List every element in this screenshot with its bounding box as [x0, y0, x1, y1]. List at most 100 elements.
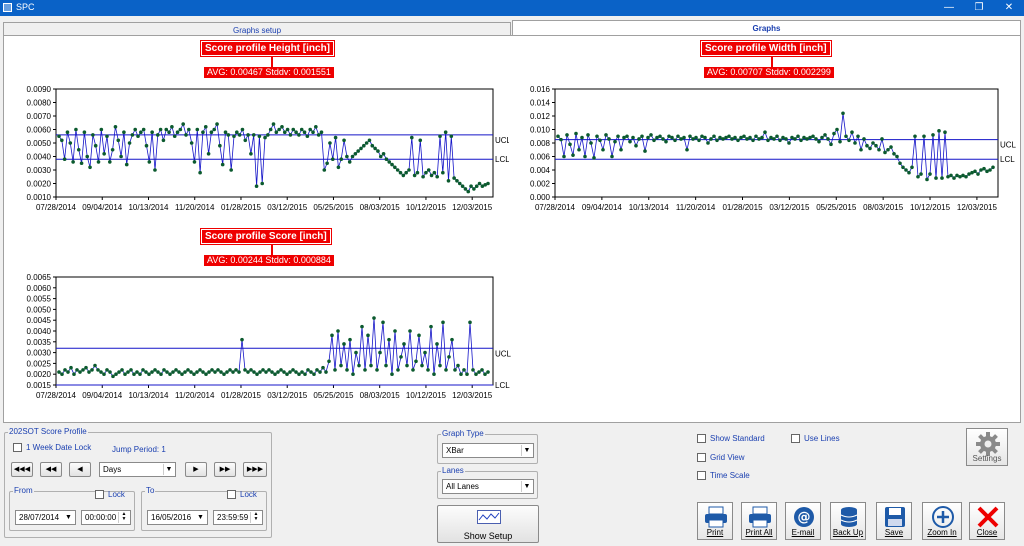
- zoom-in-button[interactable]: Zoom In: [922, 502, 962, 540]
- use-lines-checkbox[interactable]: Use Lines: [791, 434, 840, 444]
- checkbox-icon[interactable]: [697, 434, 706, 444]
- grid-view-checkbox[interactable]: Grid View: [697, 453, 745, 463]
- data-point: [363, 368, 367, 372]
- email-button[interactable]: @ E-mail: [785, 502, 821, 540]
- data-point: [124, 162, 129, 167]
- data-point: [273, 372, 277, 376]
- data-point: [724, 135, 728, 140]
- period-select[interactable]: Days ▼: [99, 462, 176, 477]
- data-point: [483, 183, 487, 187]
- show-standard-checkbox[interactable]: Show Standard: [697, 434, 765, 444]
- print-all-button[interactable]: Print All: [741, 502, 777, 540]
- x-tick-label: 07/28/2014: [36, 391, 77, 400]
- show-setup-button[interactable]: Show Setup: [437, 505, 539, 543]
- y-tick-label: 0.0040: [27, 153, 52, 162]
- x-tick-label: 09/04/2014: [82, 203, 123, 212]
- to-date-field[interactable]: 16/05/2016 ▼: [147, 510, 208, 525]
- data-point: [186, 368, 190, 372]
- data-point: [219, 370, 223, 374]
- data-point: [760, 135, 764, 140]
- data-point: [187, 127, 191, 132]
- checkbox-icon[interactable]: [697, 453, 706, 463]
- data-point: [907, 170, 911, 175]
- data-point: [201, 370, 205, 374]
- data-point: [991, 165, 995, 170]
- data-point: [280, 125, 284, 129]
- from-lock-checkbox[interactable]: Lock: [95, 490, 125, 500]
- restore-button[interactable]: ❐: [974, 2, 984, 13]
- graph-type-select[interactable]: XBar ▼: [442, 443, 534, 458]
- spinner-icon[interactable]: ▲ ▼: [118, 512, 129, 523]
- data-point: [364, 141, 369, 145]
- print-button[interactable]: Print: [697, 502, 733, 540]
- first-button[interactable]: ◀◀◀: [11, 462, 33, 477]
- data-point: [982, 166, 986, 171]
- data-point: [568, 142, 572, 147]
- checkbox-icon[interactable]: [13, 443, 22, 453]
- backup-button[interactable]: Back Up: [830, 502, 866, 540]
- checkbox-icon[interactable]: [697, 471, 706, 481]
- to-time-value: 23:59:59: [217, 513, 249, 522]
- data-point: [72, 372, 76, 376]
- data-point: [817, 139, 821, 144]
- close-window-button[interactable]: ✕: [1004, 2, 1014, 13]
- from-date-field[interactable]: 28/07/2014 ▼: [15, 510, 76, 525]
- data-point: [628, 139, 632, 144]
- data-point: [459, 372, 463, 376]
- minimize-button[interactable]: —: [944, 2, 954, 13]
- printer-icon: [749, 506, 771, 528]
- data-point: [703, 135, 707, 140]
- data-point: [486, 370, 490, 374]
- checkbox-icon[interactable]: [95, 490, 104, 500]
- data-point: [133, 127, 138, 132]
- email-label: E-mail: [791, 528, 815, 537]
- data-point: [351, 372, 355, 376]
- next-page-button[interactable]: ▶▶: [214, 462, 236, 477]
- data-point: [336, 165, 341, 170]
- data-point: [294, 130, 298, 134]
- tab-graphs[interactable]: Graphs: [512, 20, 1021, 36]
- show-standard-label: Show Standard: [710, 434, 765, 443]
- last-button[interactable]: ▶▶▶: [243, 462, 267, 477]
- data-point: [453, 368, 457, 372]
- data-point: [384, 363, 388, 368]
- from-time-field[interactable]: 00:00:00 ▲ ▼: [81, 510, 131, 525]
- time-scale-checkbox[interactable]: Time Scale: [697, 471, 750, 481]
- tab-strip: Graphs setup Graphs: [3, 20, 1021, 36]
- next-button[interactable]: ▶: [185, 462, 207, 477]
- data-point: [730, 137, 734, 141]
- to-lock-checkbox[interactable]: Lock: [227, 490, 257, 500]
- data-point: [556, 134, 560, 139]
- data-point: [655, 135, 659, 140]
- data-point: [634, 143, 638, 148]
- prev-page-button[interactable]: ◀◀: [40, 462, 62, 477]
- week-lock-checkbox[interactable]: 1 Week Date Lock: [13, 443, 91, 453]
- data-point: [93, 363, 97, 368]
- tab-graphs-setup[interactable]: Graphs setup: [3, 22, 511, 36]
- checkbox-icon[interactable]: [227, 490, 236, 500]
- data-point: [82, 130, 87, 134]
- save-button[interactable]: Save: [876, 502, 912, 540]
- x-tick-label: 05/25/2015: [313, 391, 354, 400]
- data-point: [79, 161, 84, 166]
- data-point: [964, 174, 968, 179]
- to-time-field[interactable]: 23:59:59 ▲ ▼: [213, 510, 263, 525]
- lanes-select[interactable]: All Lanes ▼: [442, 479, 534, 494]
- close-button[interactable]: Close: [969, 502, 1005, 540]
- y-tick-label: 0.0080: [27, 99, 52, 108]
- data-point: [110, 147, 115, 152]
- data-point: [402, 342, 406, 346]
- data-point: [330, 333, 334, 338]
- spinner-icon[interactable]: ▲ ▼: [250, 512, 261, 523]
- lanes-label: Lanes: [441, 466, 465, 475]
- data-point: [847, 138, 851, 143]
- prev-button[interactable]: ◀: [69, 462, 91, 477]
- data-point: [447, 355, 451, 359]
- data-point: [441, 170, 445, 175]
- checkbox-icon[interactable]: [791, 434, 800, 444]
- x-tick-label: 12/03/2015: [452, 203, 493, 212]
- data-point: [282, 370, 286, 374]
- line-chart: 0.0090 0.0080 0.0070 0.0060 0.0050 0.0040 0.00…: [27, 85, 512, 212]
- data-point: [204, 372, 208, 376]
- settings-button[interactable]: Settings: [966, 428, 1008, 466]
